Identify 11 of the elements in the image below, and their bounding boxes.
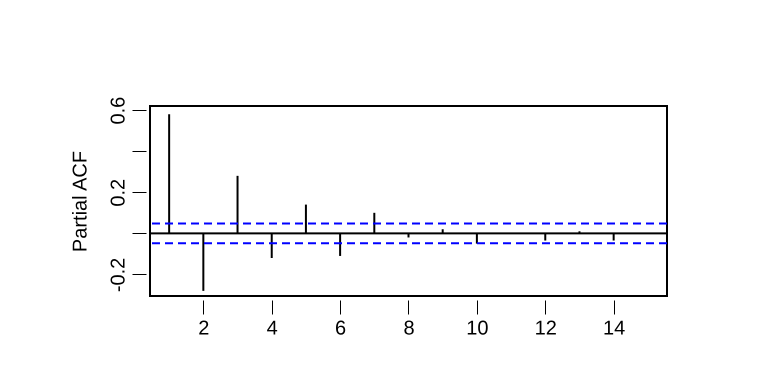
x-tick-label: 10 — [466, 318, 489, 340]
y-tick-label: 0.6 — [108, 96, 130, 125]
x-tick-label: 4 — [266, 318, 278, 340]
x-tick-label: 2 — [198, 318, 210, 340]
x-tick-label: 6 — [335, 318, 346, 340]
y-tick-label: -0.2 — [108, 258, 130, 292]
y-tick-label: 0.2 — [108, 178, 130, 207]
y-axis-title: Partial ACF — [70, 150, 92, 252]
x-tick-label: 12 — [534, 318, 557, 340]
x-tick-label: 8 — [403, 318, 415, 340]
x-tick-label: 14 — [603, 318, 626, 340]
